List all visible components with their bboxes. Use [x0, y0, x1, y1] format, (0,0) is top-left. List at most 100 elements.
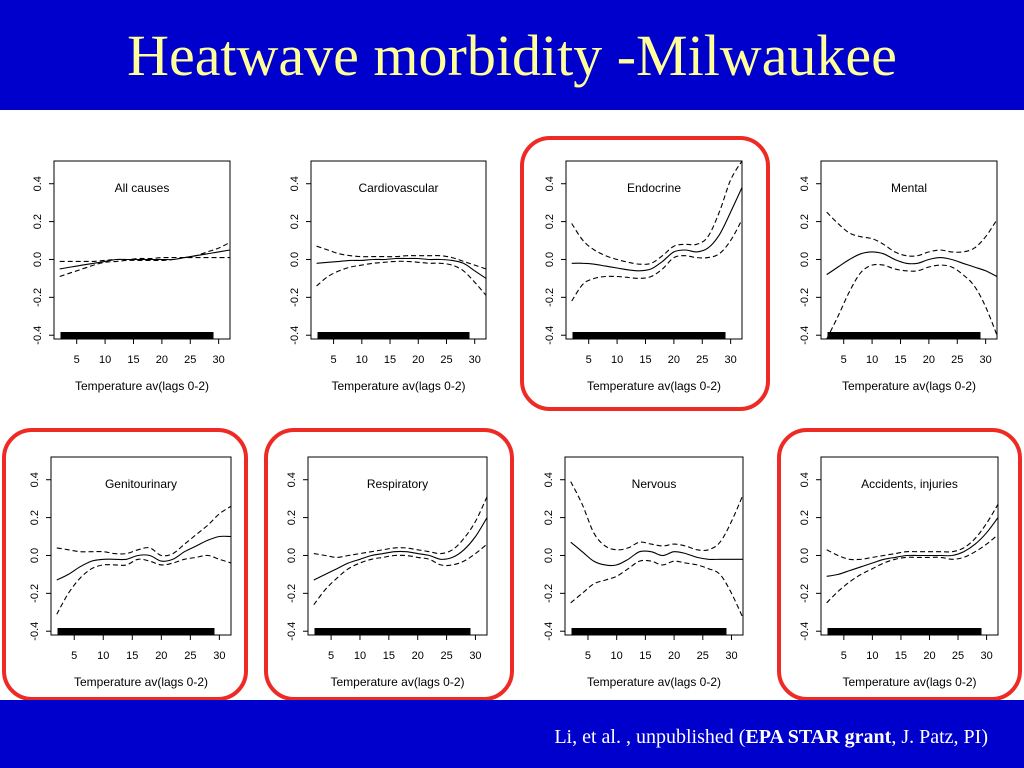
x-tick-label: 10: [866, 354, 878, 366]
y-tick-label: -0.4: [32, 326, 44, 345]
series-confidence-line: [571, 161, 742, 265]
y-tick-label: 0.2: [543, 510, 555, 525]
chart-accidents-injuries: Accidents, injuries 5 10 15 20 25 30 -0.4 -0.2 0.…: [799, 456, 999, 689]
footer-bar: [0, 700, 1024, 768]
series-estimate-line: [56, 535, 231, 581]
title-bar: [0, 0, 1024, 110]
x-tick-label: 5: [585, 650, 591, 662]
x-tick-label: 15: [126, 650, 138, 662]
x-tick-label: 30: [213, 354, 225, 366]
x-tick-label: 10: [99, 354, 111, 366]
y-tick-label: 0.4: [544, 176, 556, 191]
rug-marks: [827, 332, 981, 339]
x-tick-label: 30: [213, 650, 225, 662]
y-tick-label: -0.4: [286, 622, 298, 641]
x-tick-label: 15: [895, 650, 907, 662]
x-tick-label: 30: [980, 354, 992, 366]
y-tick-label: 0.2: [286, 510, 298, 525]
y-tick-label: -0.2: [286, 584, 298, 603]
series-estimate-line: [59, 249, 230, 270]
x-tick-label: 25: [951, 354, 963, 366]
highlight-box-respiratory: [264, 428, 514, 701]
rug-marks: [57, 628, 215, 635]
chart-genitourinary: Genitourinary 5 10 15 20 25 30 -0.4 -0.2 0.0 0.2 0.…: [29, 456, 232, 689]
y-tick-label: 0.4: [543, 472, 555, 487]
x-tick-label: 20: [412, 650, 424, 662]
chart-nervous: Nervous 5 10 15 20 25 30 -0.4 -0.2 0.0 0.2 0.4 Tempe…: [543, 456, 744, 689]
citation-prefix: Li, et al. , unpublished (: [554, 726, 746, 748]
x-tick-label: 20: [155, 650, 167, 662]
chart-title: All causes: [115, 181, 170, 195]
x-tick-label: 25: [697, 650, 709, 662]
y-tick-label: -0.4: [289, 326, 301, 345]
x-tick-label: 20: [156, 354, 168, 366]
x-tick-label: 15: [639, 354, 651, 366]
series-estimate-line: [316, 257, 486, 279]
chart-all-causes: All causes 5 10 15 20 25 30 -0.4 -0.2 0.0 0.2 0.4 Te…: [32, 160, 231, 393]
rug-marks: [314, 628, 471, 635]
x-tick-label: 5: [586, 354, 592, 366]
y-tick-label: -0.4: [799, 326, 811, 345]
y-tick-label: -0.4: [29, 622, 41, 641]
rug-marks: [572, 332, 726, 339]
x-tick-label: 10: [97, 650, 109, 662]
x-axis-label: Temperature av(lags 0-2): [587, 675, 721, 689]
x-tick-label: 25: [184, 354, 196, 366]
series-estimate-line: [570, 541, 743, 567]
series-confidence-line: [56, 505, 231, 557]
chart-title: Mental: [891, 181, 927, 195]
highlight-box-endocrine: [520, 136, 770, 411]
chart-title: Respiratory: [367, 477, 428, 491]
series-confidence-line: [313, 543, 487, 606]
y-tick-label: 0.4: [799, 472, 811, 487]
x-tick-label: 20: [668, 354, 680, 366]
chart-cardiovascular: Cardiovascular 5 10 15 20 25 30 -0.4 -0.2 0.0 0.2 0…: [289, 160, 487, 393]
series-confidence-line: [316, 260, 486, 296]
series-confidence-line: [59, 241, 230, 278]
citation-suffix: , J. Patz, PI): [891, 726, 988, 748]
x-tick-label: 30: [725, 354, 737, 366]
highlight-box-genitourinary: [2, 428, 248, 701]
chart-respiratory: Respiratory 5 10 15 20 25 30 -0.4 -0.2 0.0 0.2 0.4 T…: [286, 456, 488, 689]
highlight-box-accidents: [777, 428, 1022, 701]
x-axis-label: Temperature av(lags 0-2): [842, 379, 976, 393]
x-tick-label: 5: [328, 650, 334, 662]
x-tick-label: 25: [952, 650, 964, 662]
y-tick-label: 0.4: [289, 176, 301, 191]
x-tick-label: 10: [866, 650, 878, 662]
x-tick-label: 15: [383, 650, 395, 662]
x-tick-label: 25: [184, 650, 196, 662]
y-tick-label: 0.4: [286, 472, 298, 487]
y-tick-label: 0.2: [29, 510, 41, 525]
x-axis-label: Temperature av(lags 0-2): [330, 675, 464, 689]
y-tick-label: -0.2: [799, 584, 811, 603]
series-confidence-line: [59, 256, 230, 262]
x-tick-label: 30: [469, 354, 481, 366]
y-tick-label: 0.0: [799, 548, 811, 563]
rug-marks: [827, 628, 982, 635]
y-tick-label: 0.0: [544, 252, 556, 267]
y-tick-label: -0.2: [289, 288, 301, 307]
slide-title: Heatwave morbidity -Milwaukee: [127, 23, 897, 88]
x-tick-label: 15: [894, 354, 906, 366]
rug-marks: [60, 332, 214, 339]
y-tick-label: 0.2: [544, 214, 556, 229]
y-tick-label: 0.0: [543, 548, 555, 563]
y-tick-label: 0.0: [29, 548, 41, 563]
x-axis-label: Temperature av(lags 0-2): [842, 675, 976, 689]
x-tick-label: 10: [611, 650, 623, 662]
y-tick-label: 0.0: [289, 252, 301, 267]
chart-title: Nervous: [632, 477, 677, 491]
y-tick-label: -0.4: [544, 326, 556, 345]
x-tick-label: 20: [923, 650, 935, 662]
y-tick-label: -0.2: [544, 288, 556, 307]
series-confidence-line: [826, 263, 997, 339]
chart-mental: Mental 5 10 15 20 25 30 -0.4 -0.2 0.0 0.2 0.4 Temper…: [799, 160, 998, 393]
y-tick-label: 0.4: [799, 176, 811, 191]
y-tick-label: 0.4: [32, 176, 44, 191]
y-tick-label: 0.2: [799, 510, 811, 525]
series-confidence-line: [570, 559, 743, 619]
series-confidence-line: [826, 504, 998, 561]
y-tick-label: -0.4: [543, 622, 555, 641]
